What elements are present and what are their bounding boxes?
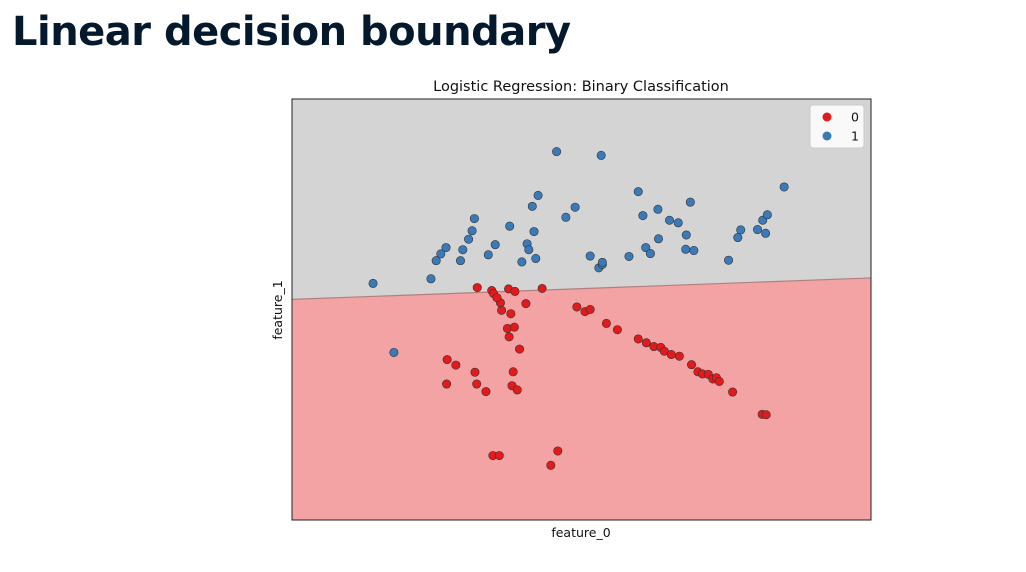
point-class-1-25 <box>585 251 595 261</box>
legend-marker-class-0 <box>822 112 832 122</box>
point-class-1-43 <box>733 233 743 243</box>
point-class-0-21 <box>472 379 482 389</box>
point-class-0-27 <box>612 325 622 335</box>
point-class-1-21 <box>527 201 537 211</box>
point-class-0-19 <box>470 367 480 377</box>
point-class-1-30 <box>633 187 643 197</box>
point-class-0-28 <box>633 334 643 344</box>
point-class-0-47 <box>546 460 556 470</box>
point-class-1-8 <box>455 256 465 266</box>
point-class-1-29 <box>624 251 634 261</box>
point-class-1-40 <box>685 197 695 207</box>
point-class-0-49 <box>537 283 547 293</box>
point-class-1-18 <box>524 245 534 255</box>
point-class-0-20 <box>481 387 491 397</box>
point-class-1-31 <box>638 211 648 221</box>
point-class-1-39 <box>681 230 691 240</box>
legend-label-class-0: 0 <box>851 110 859 125</box>
point-class-0-35 <box>687 360 697 370</box>
x-axis-label: feature_0 <box>551 525 610 540</box>
point-class-1-4 <box>426 274 436 284</box>
y-axis-label: feature_1 <box>270 280 285 339</box>
decision-region-class-0 <box>292 277 871 520</box>
point-class-0-25 <box>585 304 595 314</box>
point-class-0-5 <box>510 286 520 296</box>
point-class-1-12 <box>469 214 479 224</box>
point-class-1-28 <box>597 257 607 267</box>
point-class-1-9 <box>458 245 468 255</box>
chart-title: Logistic Regression: Binary Classificati… <box>433 79 729 95</box>
point-class-0-26 <box>601 318 611 328</box>
point-class-0-14 <box>508 367 518 377</box>
point-class-1-10 <box>464 234 474 244</box>
point-class-0-7 <box>497 305 507 315</box>
point-class-0-6 <box>492 293 502 303</box>
point-class-1-35 <box>654 234 664 244</box>
point-class-1-2 <box>368 278 378 288</box>
legend: 0 1 <box>809 104 865 149</box>
point-class-0-48 <box>553 446 563 456</box>
point-class-0-18 <box>451 360 461 370</box>
point-class-0-17 <box>442 355 452 365</box>
point-class-0-41 <box>714 376 724 386</box>
point-class-0-11 <box>509 322 519 332</box>
point-class-0-0 <box>472 283 482 293</box>
legend-label-class-1: 1 <box>851 129 859 144</box>
point-class-0-13 <box>515 344 525 354</box>
point-class-1-16 <box>517 257 527 267</box>
point-class-1-13 <box>483 250 493 260</box>
point-class-0-9 <box>521 299 531 309</box>
point-class-1-23 <box>561 212 571 222</box>
point-class-1-24 <box>570 202 580 212</box>
point-class-1-1 <box>596 150 606 160</box>
decision-boundary-line <box>292 277 871 300</box>
point-class-1-46 <box>761 228 771 238</box>
point-class-1-3 <box>389 347 399 357</box>
point-class-0-22 <box>442 379 452 389</box>
decision-region-class-1 <box>292 99 871 300</box>
plot-frame <box>291 98 872 521</box>
point-class-1-14 <box>490 240 500 250</box>
point-class-0-12 <box>504 332 514 342</box>
scatter-points <box>368 147 789 470</box>
point-class-1-11 <box>467 226 477 236</box>
point-class-1-48 <box>762 210 772 220</box>
point-class-1-37 <box>673 218 683 228</box>
point-class-1-44 <box>736 225 746 235</box>
point-class-1-32 <box>641 243 651 253</box>
point-class-1-5 <box>431 256 441 266</box>
point-class-1-36 <box>665 215 675 225</box>
slide-title: Linear decision boundary <box>12 9 571 55</box>
point-class-1-7 <box>441 243 451 253</box>
point-class-1-33 <box>645 249 655 259</box>
point-class-1-38 <box>681 244 691 254</box>
point-class-1-22 <box>533 190 543 200</box>
point-class-0-34 <box>674 351 684 361</box>
point-class-0-46 <box>494 451 504 461</box>
point-class-1-42 <box>724 255 734 265</box>
point-class-1-15 <box>505 221 515 231</box>
point-class-0-23 <box>572 302 582 312</box>
point-class-1-20 <box>531 254 541 264</box>
point-class-1-45 <box>753 225 763 235</box>
point-class-1-41 <box>689 246 699 256</box>
point-class-1-0 <box>552 147 562 157</box>
point-class-0-44 <box>761 410 771 420</box>
point-class-0-8 <box>506 309 516 319</box>
point-class-1-34 <box>653 204 663 214</box>
point-class-0-33 <box>666 350 676 360</box>
legend-marker-class-1 <box>822 131 832 141</box>
point-class-1-19 <box>529 227 539 237</box>
point-class-0-16 <box>512 385 522 395</box>
point-class-1-49 <box>779 182 789 192</box>
point-class-0-42 <box>728 387 738 397</box>
point-class-1-6 <box>436 249 446 259</box>
point-class-0-29 <box>641 338 651 348</box>
